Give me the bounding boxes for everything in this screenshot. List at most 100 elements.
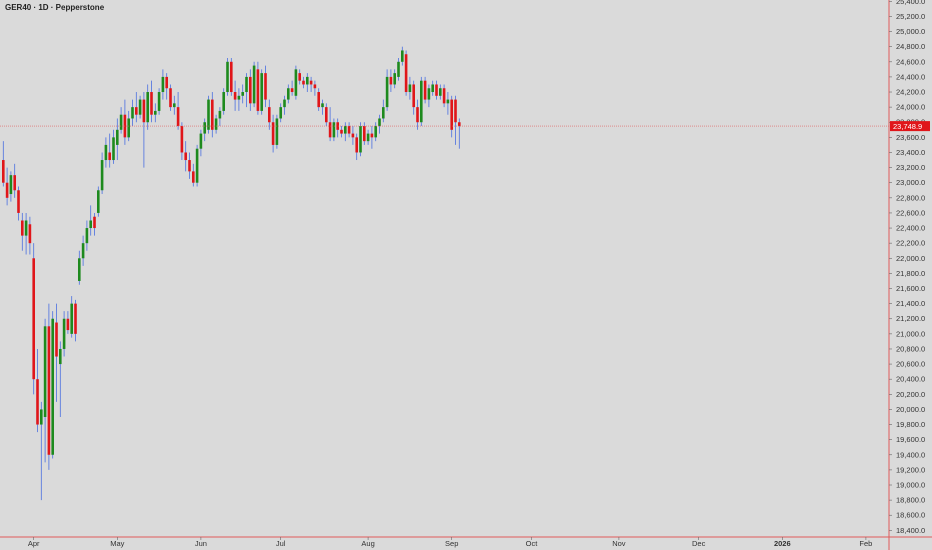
candle-body-down	[66, 318, 70, 331]
x-tick-label: Dec	[692, 539, 706, 548]
candle	[85, 220, 89, 251]
y-tick-label: 25,000.0	[896, 27, 925, 36]
candle-body-down	[351, 133, 355, 138]
candle-body-down	[317, 92, 320, 108]
candle	[446, 92, 450, 115]
candle	[237, 88, 241, 111]
candle-body-down	[2, 160, 5, 183]
candle-body-down	[313, 84, 317, 89]
candle-body-down	[423, 80, 427, 100]
candle	[344, 122, 347, 142]
candle-body-up	[100, 160, 104, 191]
candle	[401, 46, 404, 66]
x-tick-label: May	[110, 539, 124, 548]
candle	[51, 311, 54, 459]
candle-body-up	[382, 107, 385, 119]
candle	[13, 163, 16, 198]
candle-body-up	[374, 126, 377, 138]
candle-body-up	[127, 118, 130, 138]
candle	[100, 152, 104, 195]
candle	[226, 58, 229, 96]
candle-body-up	[344, 126, 347, 134]
candle-body-down	[47, 326, 51, 455]
candle	[70, 296, 73, 338]
x-tick-label: 2026	[774, 539, 791, 548]
candle	[150, 80, 153, 123]
candle-body-up	[408, 84, 412, 93]
x-tick-label: Jun	[195, 539, 207, 548]
candle	[439, 84, 442, 100]
y-tick-label: 23,200.0	[896, 163, 925, 172]
y-tick-label: 19,000.0	[896, 481, 925, 490]
price-axis[interactable]: 18,400.0 18,600.0 18,800.0 19,000.0 19,200.0…	[889, 0, 925, 535]
y-tick-label: 21,200.0	[896, 314, 925, 323]
candle	[363, 122, 366, 145]
candle	[97, 186, 100, 217]
y-tick-label: 24,200.0	[896, 88, 925, 97]
candle-body-up	[260, 73, 263, 111]
candle	[218, 107, 222, 127]
x-tick-label: Sep	[445, 539, 458, 548]
candle	[408, 76, 412, 100]
candle-body-up	[62, 318, 66, 349]
candle-body-up	[89, 220, 92, 229]
y-tick-label: 19,400.0	[896, 450, 925, 459]
candle	[317, 88, 320, 111]
y-tick-label: 20,000.0	[896, 405, 925, 414]
candle-body-down	[404, 54, 408, 93]
candle-body-up	[214, 118, 218, 130]
candle	[142, 92, 146, 168]
y-tick-label: 23,600.0	[896, 133, 925, 142]
candle-body-up	[393, 73, 396, 85]
candle-body-down	[184, 152, 187, 161]
candle	[294, 65, 298, 100]
candle-body-up	[195, 148, 199, 183]
candle-body-down	[442, 88, 446, 104]
candle-body-down	[309, 80, 313, 85]
candle-body-down	[188, 160, 191, 172]
candle-body-up	[138, 99, 142, 115]
candle	[454, 95, 457, 145]
candle-body-up	[104, 144, 108, 161]
candle	[214, 114, 218, 134]
candle	[89, 205, 92, 236]
candle-body-down	[412, 84, 415, 108]
candle-body-down	[271, 122, 275, 145]
candle-body-down	[328, 122, 332, 138]
y-tick-label: 22,600.0	[896, 208, 925, 217]
y-tick-label: 18,800.0	[896, 496, 925, 505]
candle	[21, 212, 24, 251]
candle	[336, 118, 339, 138]
candle-body-up	[59, 348, 62, 365]
candle	[309, 76, 313, 93]
candle	[192, 163, 195, 187]
candle	[385, 69, 389, 111]
candle	[203, 118, 206, 142]
y-tick-label: 21,400.0	[896, 299, 925, 308]
candle-body-up	[237, 95, 241, 100]
candle	[165, 73, 168, 100]
candle	[233, 80, 237, 111]
candle-body-up	[81, 243, 85, 259]
candle	[135, 92, 138, 123]
candle-body-up	[431, 84, 434, 93]
candle	[268, 99, 271, 130]
candle-body-up	[275, 118, 279, 145]
candle	[252, 61, 256, 108]
candle-body-up	[287, 88, 290, 100]
time-axis[interactable]: Apr May Jun Jul Aug Sep Oct Nov Dec 2026 Feb	[28, 537, 873, 548]
candle-body-down	[32, 258, 35, 380]
candle-body-up	[146, 92, 149, 123]
candle	[332, 118, 336, 142]
candle-body-up	[97, 190, 100, 213]
candle	[283, 95, 286, 115]
candle	[416, 99, 419, 130]
candle-body-down	[450, 99, 453, 130]
candle-body-up	[131, 107, 134, 119]
candle	[211, 92, 214, 138]
symbol-title: GER40 · 1D · Pepperstone	[5, 3, 105, 12]
candle	[154, 103, 157, 123]
candle-body-up	[119, 114, 123, 130]
